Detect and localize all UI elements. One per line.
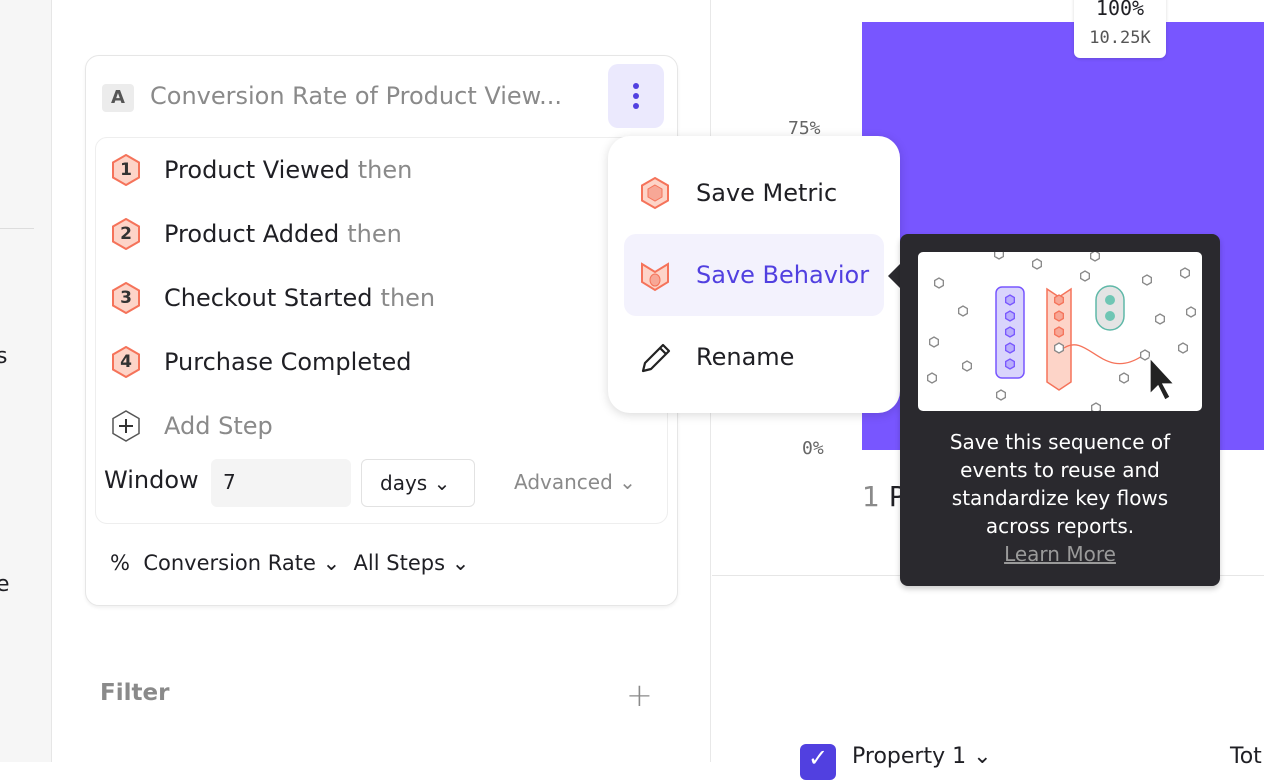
- behavior-icon: [641, 262, 669, 292]
- step-name: Product Added: [164, 220, 340, 248]
- menu-item-save-behavior[interactable]: Save Behavior: [624, 234, 884, 316]
- total-column-header[interactable]: Tot: [1230, 744, 1262, 769]
- menu-item-save-metric[interactable]: Save Metric: [624, 152, 884, 234]
- chevron-down-icon: ⌄: [433, 471, 451, 495]
- add-filter-button[interactable]: +: [626, 676, 653, 714]
- step-item[interactable]: 4 Purchase Completed: [110, 345, 412, 379]
- property-checkbox[interactable]: ✓: [800, 744, 836, 780]
- kebab-icon: [633, 83, 639, 89]
- step-number-hex-icon: 2: [110, 217, 142, 251]
- metric-letter-badge: A: [102, 84, 134, 112]
- more-options-button[interactable]: [608, 64, 664, 128]
- window-unit-select[interactable]: days ⌄: [361, 459, 475, 507]
- step-name: Product Viewed: [164, 156, 350, 184]
- steps-scope-select[interactable]: All Steps ⌄: [353, 551, 470, 575]
- bar-data-label: 100% 10.25K: [1074, 0, 1166, 58]
- sidebar-item-partial[interactable]: e: [0, 572, 10, 597]
- measure-select[interactable]: Conversion Rate ⌄: [143, 551, 341, 575]
- metric-card: [85, 55, 678, 606]
- step-item[interactable]: 3 Checkout Started then: [110, 281, 435, 315]
- measure-row: % Conversion Rate ⌄ All Steps ⌄: [110, 551, 469, 575]
- menu-item-rename[interactable]: Rename: [624, 316, 884, 398]
- learn-more-link[interactable]: Learn More: [1004, 542, 1116, 566]
- step-name: Checkout Started: [164, 284, 373, 312]
- percent-icon: %: [110, 551, 130, 575]
- chevron-down-icon: ⌄: [619, 470, 636, 494]
- add-step-button[interactable]: Add Step: [110, 410, 273, 442]
- step-item[interactable]: 1 Product Viewed then: [110, 153, 412, 187]
- step-number-hex-icon: 4: [110, 345, 142, 379]
- sidebar-item-partial[interactable]: s: [0, 344, 8, 369]
- tooltip-text: Save this sequence of events to reuse an…: [900, 428, 1220, 568]
- step-number-hex-icon: 3: [110, 281, 142, 315]
- step-number-hex-icon: 1: [110, 153, 142, 187]
- y-tick-label: 75%: [788, 118, 821, 139]
- window-input[interactable]: 7: [211, 459, 351, 507]
- y-tick-label: 0%: [802, 438, 824, 459]
- tooltip-arrow: [888, 264, 900, 288]
- filter-label: Filter: [100, 680, 170, 706]
- add-step-label: Add Step: [164, 412, 273, 440]
- metric-hex-icon: [641, 176, 669, 210]
- left-sidebar: s e: [0, 0, 52, 762]
- pencil-icon: [641, 343, 671, 373]
- add-hex-icon: [110, 410, 142, 442]
- advanced-toggle[interactable]: Advanced ⌄: [514, 470, 636, 494]
- window-label: Window: [104, 466, 199, 494]
- sidebar-divider: [0, 228, 34, 229]
- behavior-illustration: [918, 252, 1202, 411]
- step-name: Purchase Completed: [164, 348, 412, 376]
- step-item[interactable]: 2 Product Added then: [110, 217, 402, 251]
- property-column-header[interactable]: Property 1 ⌄: [852, 744, 992, 769]
- metric-title[interactable]: Conversion Rate of Product View...: [150, 82, 562, 110]
